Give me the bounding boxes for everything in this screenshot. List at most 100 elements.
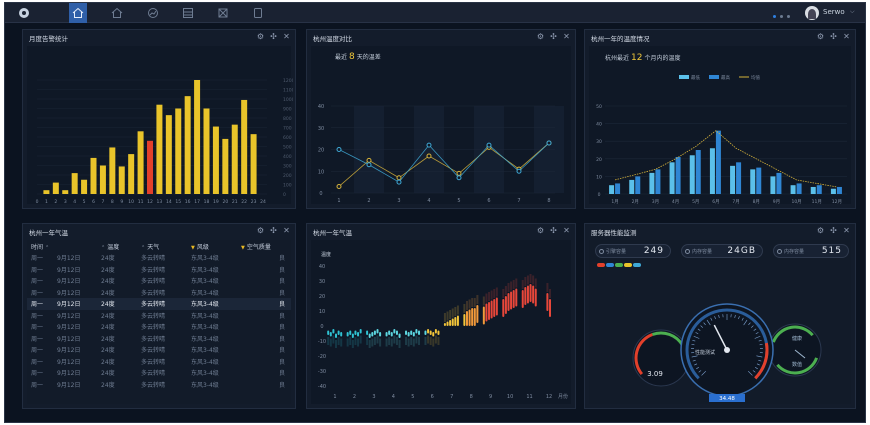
bar bbox=[329, 332, 332, 337]
table-row[interactable]: 周一 9月12日 24度 多云转晴 东风3-4级 良 bbox=[27, 356, 291, 368]
column-header-wind[interactable]: ▼ 风级 bbox=[191, 243, 209, 251]
move-icon[interactable]: ✣ bbox=[270, 32, 277, 41]
table-row[interactable]: 周一 9月12日 24度 多云转晴 东风3-4级 良 bbox=[27, 287, 291, 299]
table-row[interactable]: 周一 9月12日 24度 多云转晴 东风3-4级 良 bbox=[27, 264, 291, 276]
table-row[interactable]: 周一 9月12日 24度 多云转晴 东风3-4级 良 bbox=[27, 333, 291, 345]
move-icon[interactable]: ✣ bbox=[550, 32, 557, 41]
panel-title: 杭州一年气温 bbox=[29, 229, 68, 237]
cell-text: 良 bbox=[278, 278, 285, 286]
gauge-tick bbox=[692, 339, 696, 342]
close-icon[interactable]: ✕ bbox=[283, 226, 290, 235]
data-point bbox=[336, 183, 342, 189]
y-tick-label: -10 bbox=[318, 339, 326, 345]
gear-icon[interactable]: ⚙ bbox=[536, 32, 545, 41]
table-cell: 周一 9月12日 bbox=[27, 264, 97, 276]
bar bbox=[354, 330, 357, 335]
bar-shadow bbox=[398, 340, 401, 348]
gauge-tick bbox=[693, 335, 700, 339]
table-row[interactable]: 周一 9月12日 24度 多云转晴 东风3-4级 良 bbox=[27, 252, 291, 264]
chart-icon[interactable] bbox=[144, 3, 162, 23]
document-icon[interactable] bbox=[249, 3, 267, 23]
bar bbox=[175, 108, 182, 194]
x-tick-label: 2月 bbox=[632, 199, 639, 205]
series-line bbox=[614, 130, 837, 188]
bar bbox=[147, 140, 153, 194]
close-icon[interactable]: ✕ bbox=[843, 32, 850, 41]
y-tick-label: 30 bbox=[319, 279, 325, 285]
bar bbox=[549, 299, 551, 317]
x-tick-label: 20 bbox=[222, 199, 228, 205]
y-tick-label: 20 bbox=[596, 157, 602, 163]
gear-icon[interactable]: ⚙ bbox=[256, 32, 265, 41]
bar bbox=[524, 287, 527, 305]
bar-shadow bbox=[454, 307, 457, 316]
x-axis-label: 月份 bbox=[558, 393, 568, 400]
y-tick-label: 500 bbox=[283, 145, 292, 151]
gear-icon[interactable]: ⚙ bbox=[256, 226, 265, 235]
table-row[interactable]: 周一 9月12日 24度 多云转晴 东风3-4级 良 bbox=[27, 367, 291, 379]
bar-shadow bbox=[335, 340, 337, 348]
bar-shadow bbox=[490, 290, 493, 300]
table-row[interactable]: 周一 9月12日 24度 多云转晴 东风3-4级 良 bbox=[27, 275, 291, 287]
column-header-time[interactable]: 时间 ⌃ bbox=[31, 243, 50, 251]
close-icon[interactable]: ✕ bbox=[563, 32, 570, 41]
house-icon[interactable] bbox=[108, 3, 126, 23]
gear-icon[interactable]: ⚙ bbox=[816, 32, 825, 41]
gear-icon[interactable]: ⚙ bbox=[816, 226, 825, 235]
data-point bbox=[456, 170, 462, 176]
bar-shadow bbox=[493, 289, 496, 298]
y-tick-label: 30 bbox=[596, 139, 602, 145]
cell-text: 多云转晴 bbox=[141, 324, 166, 332]
data-point bbox=[456, 175, 462, 181]
table-cell: 东风3-4级 bbox=[187, 344, 237, 356]
gauge-left-value: 3.09 bbox=[647, 370, 663, 378]
cell-text: 24度 bbox=[101, 370, 115, 378]
cell-text: 24度 bbox=[101, 358, 115, 366]
gauge-tick bbox=[701, 371, 706, 376]
move-icon[interactable]: ✣ bbox=[830, 226, 837, 235]
column-header-weather[interactable]: ⌃ 天气 bbox=[141, 243, 160, 251]
x-tick-label: 10月 bbox=[791, 199, 801, 205]
user-name[interactable]: Serwo bbox=[823, 8, 845, 16]
move-icon[interactable]: ✣ bbox=[550, 226, 557, 235]
table-cell: 多云转晴 bbox=[137, 379, 187, 391]
cell-text: 多云转晴 bbox=[141, 370, 166, 378]
gauge-tick bbox=[694, 363, 698, 366]
column-header-temp[interactable]: ⌃ 温度 bbox=[101, 243, 120, 251]
app-logo-icon[interactable] bbox=[19, 8, 29, 18]
close-icon[interactable]: ✕ bbox=[283, 32, 290, 41]
table-cell: 良 bbox=[237, 333, 291, 345]
avatar[interactable] bbox=[805, 6, 819, 20]
close-icon[interactable]: ✕ bbox=[563, 226, 570, 235]
chevron-down-icon[interactable]: ⌵ bbox=[850, 8, 855, 15]
bar-shadow bbox=[340, 338, 343, 347]
panel-year-temp-bars: 杭州一年气温 ⚙ ✣ ✕ 温度 -40 -30 -20 -10 0 10 20 30 40 1 2 3 4 5 6… bbox=[306, 223, 576, 409]
gauge-arc bbox=[776, 357, 819, 375]
table-row[interactable]: 周一 9月12日 24度 多云转晴 东风3-4级 良 bbox=[27, 310, 291, 322]
bar bbox=[368, 333, 371, 338]
gear-icon[interactable]: ⚙ bbox=[536, 226, 545, 235]
table-row[interactable]: 周一 9月12日 24度 多云转晴 东风3-4级 良 bbox=[27, 344, 291, 356]
crop-icon[interactable] bbox=[214, 3, 232, 23]
table-row[interactable]: 周一 9月12日 24度 多云转晴 东风3-4级 良 bbox=[27, 298, 291, 310]
bar bbox=[62, 190, 69, 194]
move-icon[interactable]: ✣ bbox=[270, 226, 277, 235]
table-row[interactable]: 周一 9月12日 24度 多云转晴 东风3-4级 良 bbox=[27, 321, 291, 333]
bar-shadow bbox=[427, 335, 430, 344]
home-icon[interactable] bbox=[69, 3, 87, 23]
gauge-tick bbox=[758, 339, 762, 342]
column-header-air[interactable]: ▼ 空气质量 bbox=[241, 243, 271, 251]
table-row[interactable]: 周一 9月12日 24度 多云转晴 东风3-4级 良 bbox=[27, 379, 291, 391]
pager-dots[interactable] bbox=[773, 12, 794, 20]
x-tick-label: 10 bbox=[128, 199, 134, 205]
table-cell: 东风3-4级 bbox=[187, 310, 237, 322]
x-tick-label: 22 bbox=[241, 199, 247, 205]
panel-title: 杭州温度对比 bbox=[313, 35, 352, 43]
legend-swatch bbox=[709, 75, 719, 79]
filter-icon[interactable] bbox=[179, 3, 197, 23]
move-icon[interactable]: ✣ bbox=[830, 32, 837, 41]
close-icon[interactable]: ✕ bbox=[843, 226, 850, 235]
data-point bbox=[546, 140, 552, 146]
bar bbox=[379, 332, 382, 337]
bar bbox=[128, 154, 135, 194]
